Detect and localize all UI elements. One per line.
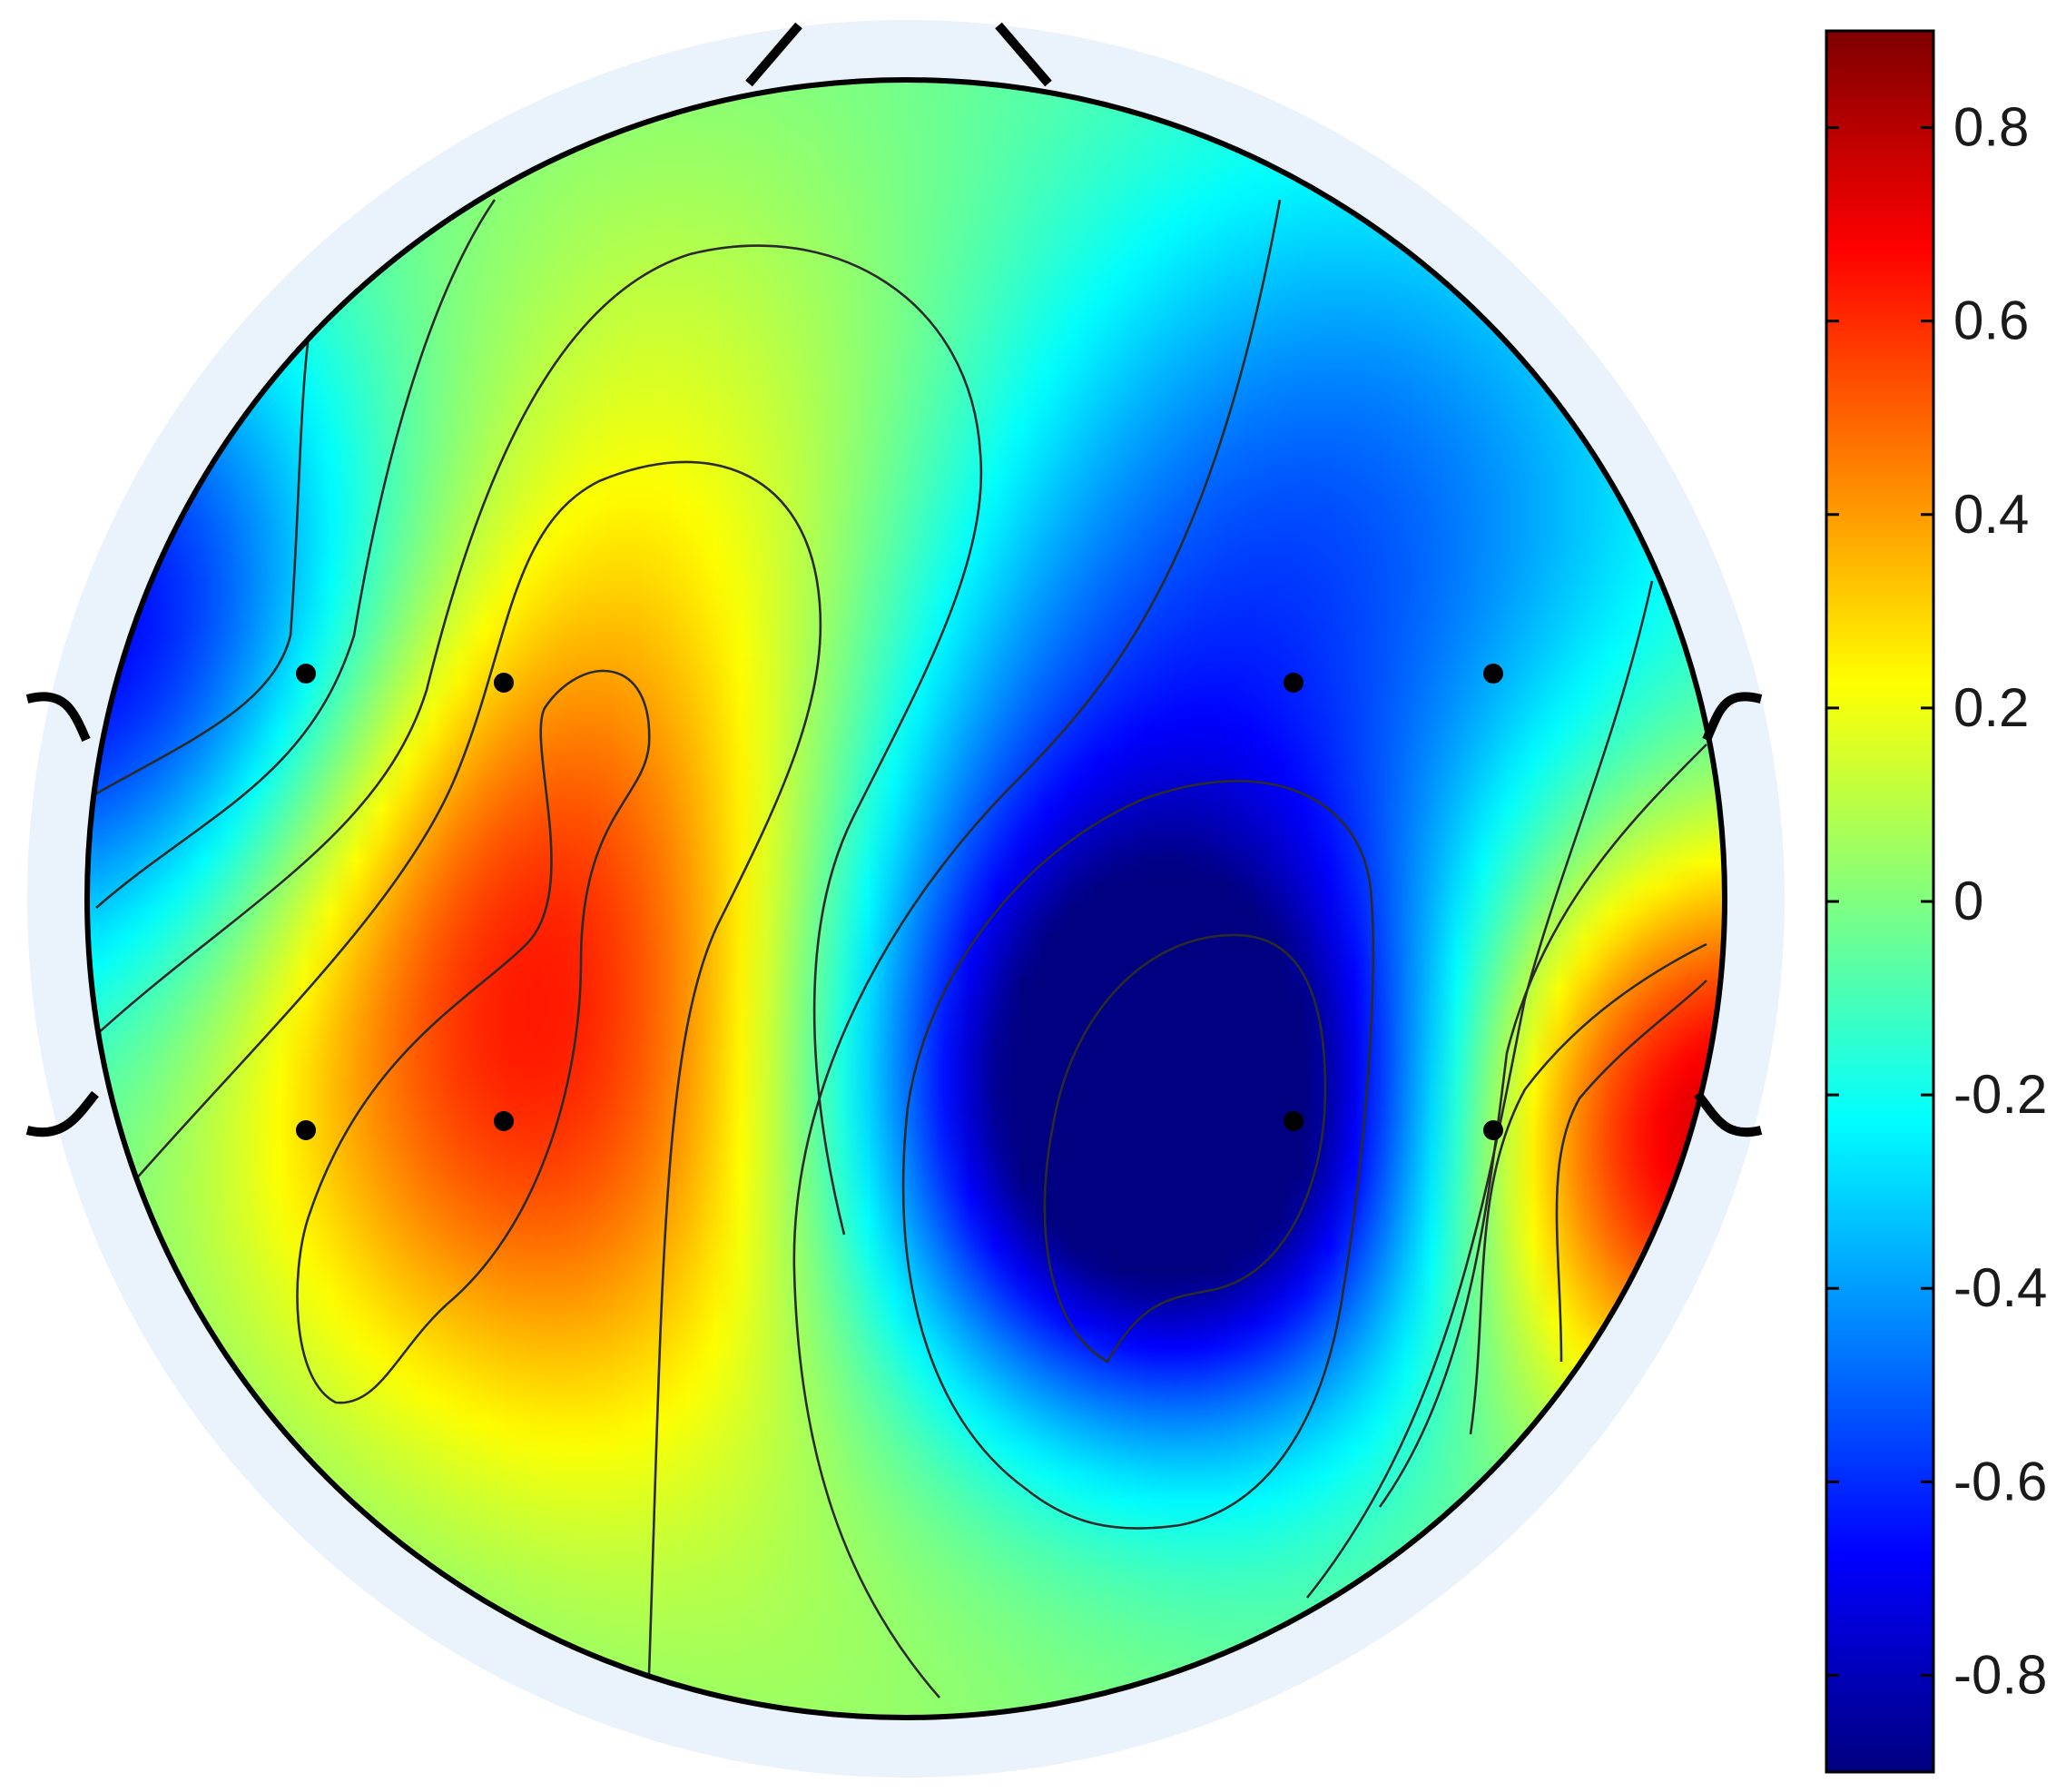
colorbar-tick-label: 0: [1953, 871, 1983, 931]
colorbar-tick-label: 0.8: [1953, 97, 2029, 158]
electrode-dot: [1483, 664, 1503, 684]
nose-marker: [745, 22, 1052, 87]
contour-line: [1378, 743, 1707, 1508]
colorbar-tick-label: -0.2: [1953, 1064, 2047, 1125]
nose-left-mark: [745, 22, 802, 87]
electrode-dot: [296, 1120, 316, 1140]
contour-line: [126, 460, 822, 1676]
colorbar-gradient: [1825, 29, 1935, 1774]
electrode-dot: [1284, 1111, 1304, 1131]
colorbar-ticks: 0.8 0.6 0.4 0.2 0 -0.2 -0.4 -0.6 -0.8: [1826, 97, 2047, 1705]
colorbar-tick-label: -0.8: [1953, 1644, 2047, 1705]
electrode-dot: [1284, 673, 1304, 693]
contour-line: [296, 669, 651, 1404]
electrode-dot: [494, 1111, 514, 1131]
potential-field: [87, 80, 1725, 1718]
contour-line: [1555, 980, 1707, 1363]
electrode-dot: [494, 673, 514, 693]
colorbar-tick-label: 0.4: [1953, 484, 2029, 545]
contour-line: [1043, 933, 1327, 1364]
nose-right-mark: [995, 22, 1052, 87]
electrode-dot: [296, 664, 316, 684]
right-ear-marker: [1694, 692, 1763, 1137]
colorbar-tick-label: 0.2: [1953, 677, 2029, 738]
colorbar-tick-label: -0.6: [1953, 1451, 2047, 1511]
electrode-dot: [1483, 1120, 1503, 1140]
contour-line: [1305, 580, 1654, 1599]
colorbar-tick-label: -0.4: [1953, 1257, 2047, 1318]
colorbar: 0.8 0.6 0.4 0.2 0 -0.2 -0.4 -0.6 -0.8: [1825, 29, 2047, 1774]
colorbar-tick-label: 0.6: [1953, 290, 2029, 351]
head-outline: [84, 77, 1727, 1720]
electrodes: [296, 664, 1503, 1140]
contour-line: [87, 335, 310, 801]
contour-line: [95, 244, 983, 1236]
contour-line: [95, 199, 497, 909]
contour-line: [1469, 942, 1707, 1435]
contour-line: [901, 780, 1374, 1530]
contour-line: [792, 199, 1282, 1698]
left-ear-marker: [25, 692, 99, 1137]
scalp-map: [87, 80, 1725, 1718]
